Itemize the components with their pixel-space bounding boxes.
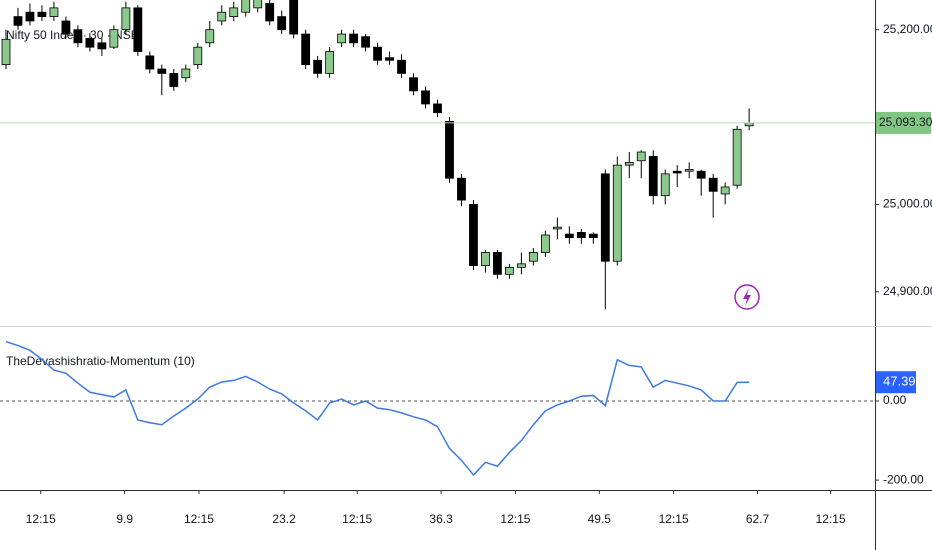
candle-body — [409, 77, 418, 92]
x-tick-label: 36.3 — [429, 512, 453, 526]
candle-body — [720, 186, 730, 195]
candle-body — [133, 7, 143, 52]
candle-body — [277, 16, 287, 31]
candle-body — [349, 33, 358, 44]
candle-body — [505, 266, 514, 275]
candle-body — [253, 0, 263, 9]
candle-body — [85, 38, 95, 48]
candle-body — [181, 68, 191, 79]
candle-body — [528, 252, 538, 262]
y-tick-label: -200.00 — [883, 472, 924, 486]
candle-body — [193, 46, 203, 66]
candle-body — [445, 121, 454, 179]
candle-body — [385, 57, 394, 61]
candle-body — [1, 38, 11, 66]
x-tick-label: 49.5 — [588, 512, 612, 526]
candle-body — [672, 170, 682, 174]
candle-body — [37, 11, 47, 17]
candle-body — [337, 33, 347, 44]
candle-body — [732, 128, 742, 186]
x-tick-label: 12:15 — [184, 512, 214, 526]
candle-body — [169, 72, 179, 87]
x-tick-label: 12:15 — [500, 512, 530, 526]
candle-body — [624, 162, 634, 166]
x-tick-label: 62.7 — [746, 512, 770, 526]
candle-body — [636, 151, 646, 162]
candle-body — [13, 16, 23, 26]
y-tick-label: 25,200.00 — [883, 22, 932, 36]
candle-body — [612, 164, 622, 262]
candle-body — [576, 231, 586, 239]
candle-body — [361, 36, 370, 48]
candle-body — [109, 29, 119, 48]
candle-body — [373, 46, 382, 61]
candle-body — [205, 29, 215, 44]
candle-body — [457, 177, 466, 201]
y-tick-label: 0.00 — [883, 393, 907, 407]
candle-body — [97, 42, 107, 50]
candle-body — [49, 7, 59, 17]
y-tick-label: 24,900.00 — [883, 284, 932, 298]
x-tick-label: 9.9 — [116, 512, 133, 526]
candle-body — [552, 226, 562, 230]
candle-body — [145, 55, 155, 70]
candle-body — [157, 68, 167, 74]
candle-body — [229, 7, 239, 17]
icon-ring[interactable] — [734, 284, 760, 310]
indicator-title: TheDevashishratio-Momentum (10) — [6, 354, 195, 368]
candle-body — [660, 173, 670, 197]
candle-body — [481, 252, 490, 266]
candle-body — [421, 90, 430, 105]
candle-body — [73, 29, 83, 44]
candle-body — [684, 169, 694, 172]
candle-body — [397, 59, 406, 74]
last-price-label: 25,093.30 — [879, 115, 932, 129]
lightning-icon[interactable] — [734, 284, 760, 310]
candle-body — [121, 7, 131, 31]
candle-body — [493, 252, 502, 275]
candle-body — [517, 263, 526, 268]
x-tick-label: 12:15 — [816, 512, 846, 526]
x-tick-label: 12:15 — [659, 512, 689, 526]
candle-body — [540, 234, 550, 253]
candles — [1, 0, 754, 310]
candle-body — [289, 0, 299, 35]
x-tick-label: 12:15 — [26, 512, 56, 526]
candle-body — [61, 20, 71, 35]
y-tick-label: 25,000.00 — [883, 197, 932, 211]
candle-body — [708, 177, 718, 192]
candle-body — [600, 173, 610, 262]
last-value-label: 47.39 — [883, 374, 916, 389]
x-tick-label: 23.2 — [272, 512, 296, 526]
x-tick-label: 12:15 — [342, 512, 372, 526]
candle-body — [301, 33, 311, 66]
main-title: Nifty 50 Index · 30 · NSE — [6, 28, 139, 42]
candle-body — [696, 170, 706, 179]
candle-body — [433, 103, 442, 114]
candle-body — [588, 233, 598, 239]
candle-body — [564, 233, 574, 239]
candle-body — [241, 0, 251, 13]
last-value-box — [876, 371, 916, 394]
candle-body — [325, 51, 335, 74]
candle-body — [648, 155, 658, 197]
candle-body — [217, 11, 227, 22]
candle-body — [469, 204, 478, 266]
candle-body — [265, 3, 275, 22]
candle-body — [25, 11, 35, 22]
momentum-line — [5, 340, 750, 477]
last-price-box — [876, 111, 931, 134]
icon-bolt[interactable] — [743, 288, 751, 306]
candle-body — [313, 59, 323, 74]
